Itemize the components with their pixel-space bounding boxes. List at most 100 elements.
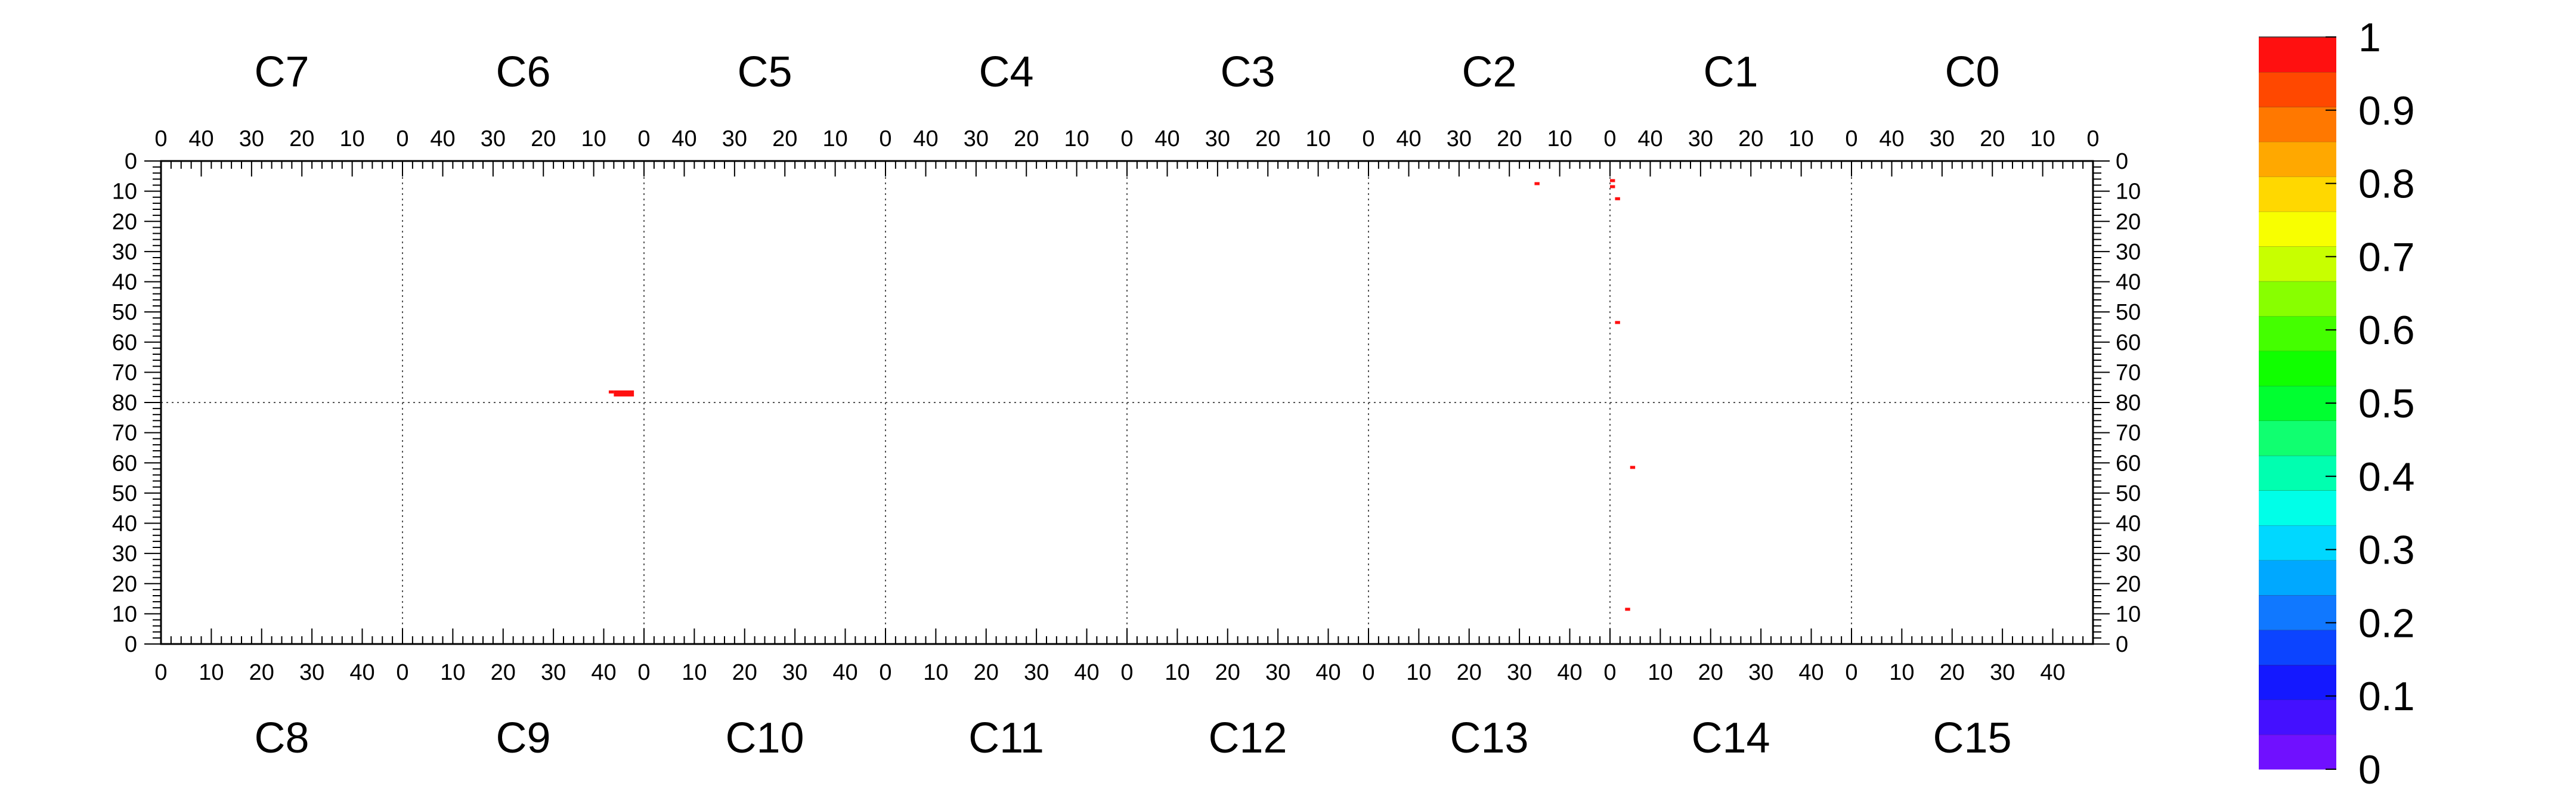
x-tick-label-top: 30 [1205, 126, 1230, 151]
y-tick-label-left: 40 [112, 270, 137, 295]
x-tick-label-top: 0 [1845, 126, 1857, 151]
x-tick-label-bottom: 30 [541, 660, 566, 685]
colorbar-label: 0 [2358, 747, 2381, 792]
colorbar-label: 1 [2358, 15, 2381, 60]
x-tick-label-top: 20 [1014, 126, 1039, 151]
x-tick-label-bottom: 0 [154, 660, 167, 685]
y-tick-label-left: 70 [112, 360, 137, 385]
y-tick-label-right: 30 [2116, 541, 2141, 566]
x-tick-label-bottom: 20 [491, 660, 516, 685]
y-tick-label-left: 0 [125, 149, 137, 174]
section-label-top: C2 [1462, 48, 1516, 96]
section-label-bottom: C8 [254, 714, 309, 762]
section-label-bottom: C10 [725, 714, 804, 762]
x-tick-label-bottom: 20 [974, 660, 999, 685]
y-tick-label-right: 40 [2116, 270, 2141, 295]
y-tick-label-right: 20 [2116, 209, 2141, 234]
x-tick-label-top: 40 [913, 126, 938, 151]
x-tick-label-top: 0 [1120, 126, 1133, 151]
x-tick-label-top: 40 [1154, 126, 1179, 151]
x-tick-label-top: 20 [1738, 126, 1763, 151]
y-tick-label-left: 0 [125, 632, 137, 657]
y-tick-label-right: 20 [2116, 572, 2141, 597]
y-tick-label-right: 80 [2116, 391, 2141, 416]
data-cell [1630, 466, 1636, 469]
x-tick-label-top: 10 [1547, 126, 1572, 151]
colorbar-segment [2259, 490, 2336, 526]
x-tick-label-bottom: 30 [1990, 660, 2015, 685]
data-cell [1615, 197, 1620, 200]
section-label-top: C0 [1945, 48, 1999, 96]
tick-marks [144, 160, 2110, 645]
x-tick-label-top: 10 [1305, 126, 1330, 151]
x-tick-label-top: 30 [239, 126, 264, 151]
x-tick-label-top: 40 [671, 126, 696, 151]
x-tick-label-top: 40 [1879, 126, 1904, 151]
x-tick-label-top: 20 [1980, 126, 2005, 151]
data-cell [1625, 608, 1630, 611]
x-tick-label-bottom: 40 [591, 660, 616, 685]
colorbar-segment [2259, 37, 2336, 72]
x-tick-label-top: 30 [1447, 126, 1472, 151]
x-tick-label-bottom: 40 [1557, 660, 1582, 685]
colorbar-segment [2259, 595, 2336, 630]
x-tick-label-top: 20 [772, 126, 797, 151]
y-tick-label-right: 50 [2116, 481, 2141, 506]
x-tick-label-top: 10 [822, 126, 847, 151]
x-tick-label-top: 40 [188, 126, 213, 151]
x-tick-label-bottom: 0 [637, 660, 650, 685]
x-tick-label-bottom: 10 [1165, 660, 1190, 685]
section-label-bottom: C13 [1450, 714, 1528, 762]
y-tick-label-left: 20 [112, 209, 137, 234]
y-tick-label-right: 0 [2116, 149, 2128, 174]
x-tick-label-bottom: 10 [199, 660, 224, 685]
y-tick-label-left: 50 [112, 300, 137, 325]
section-label-bottom: C14 [1691, 714, 1770, 762]
section-label-top: C7 [254, 48, 309, 96]
section-label-top: C6 [496, 48, 550, 96]
y-tick-label-left: 10 [112, 179, 137, 205]
colorbar-segment [2259, 699, 2336, 735]
colorbar-segment [2259, 315, 2336, 351]
y-tick-label-right: 60 [2116, 451, 2141, 476]
section-labels: C7 C8 C6 C9 C5 C10 C4 C11 C3 C12 C2 C13 C1 C14 C0 C15 [254, 48, 2011, 762]
data-cell [1615, 321, 1620, 324]
x-tick-label-bottom: 0 [1603, 660, 1616, 685]
x-tick-label-bottom: 20 [249, 660, 274, 685]
x-tick-label-bottom: 40 [2040, 660, 2065, 685]
x-tick-label-top: 0 [1603, 126, 1616, 151]
y-tick-label-right: 0 [2116, 632, 2128, 657]
x-tick-label-bottom: 30 [299, 660, 324, 685]
x-tick-label-top: 40 [430, 126, 455, 151]
section-label-bottom: C11 [968, 714, 1044, 762]
y-tick-label-left: 30 [112, 541, 137, 566]
colorbar-segment [2259, 385, 2336, 421]
x-tick-label-top: 20 [531, 126, 556, 151]
section-label-bottom: C12 [1208, 714, 1287, 762]
colorbar-segment [2259, 176, 2336, 212]
x-tick-label-bottom: 30 [1024, 660, 1049, 685]
y-tick-label-right: 30 [2116, 240, 2141, 265]
y-tick-label-left: 20 [112, 572, 137, 597]
colorbar-segment [2259, 72, 2336, 107]
y-tick-label-right: 10 [2116, 602, 2141, 627]
x-tick-label-bottom: 0 [1362, 660, 1374, 685]
y-tick-label-left: 80 [112, 391, 137, 416]
x-tick-label-bottom: 40 [1798, 660, 1823, 685]
colorbar-label: 0.6 [2358, 308, 2415, 353]
x-tick-label-bottom: 20 [1215, 660, 1240, 685]
colorbar-segment [2259, 525, 2336, 561]
data-cell [608, 390, 614, 394]
x-tick-label-top: 10 [581, 126, 606, 151]
grid-lines [161, 161, 2093, 644]
x-tick-label-bottom: 0 [879, 660, 891, 685]
colorbar-label: 0.4 [2358, 454, 2415, 500]
x-tick-label-top: 0 [2086, 126, 2099, 151]
colorbar-segment [2259, 211, 2336, 247]
colorbar-segment [2259, 734, 2336, 770]
x-tick-label-top: 0 [637, 126, 650, 151]
x-tick-label-top: 0 [879, 126, 891, 151]
x-tick-label-bottom: 40 [1315, 660, 1340, 685]
x-tick-label-bottom: 20 [1940, 660, 1965, 685]
colorbar-label: 0.2 [2358, 600, 2415, 646]
